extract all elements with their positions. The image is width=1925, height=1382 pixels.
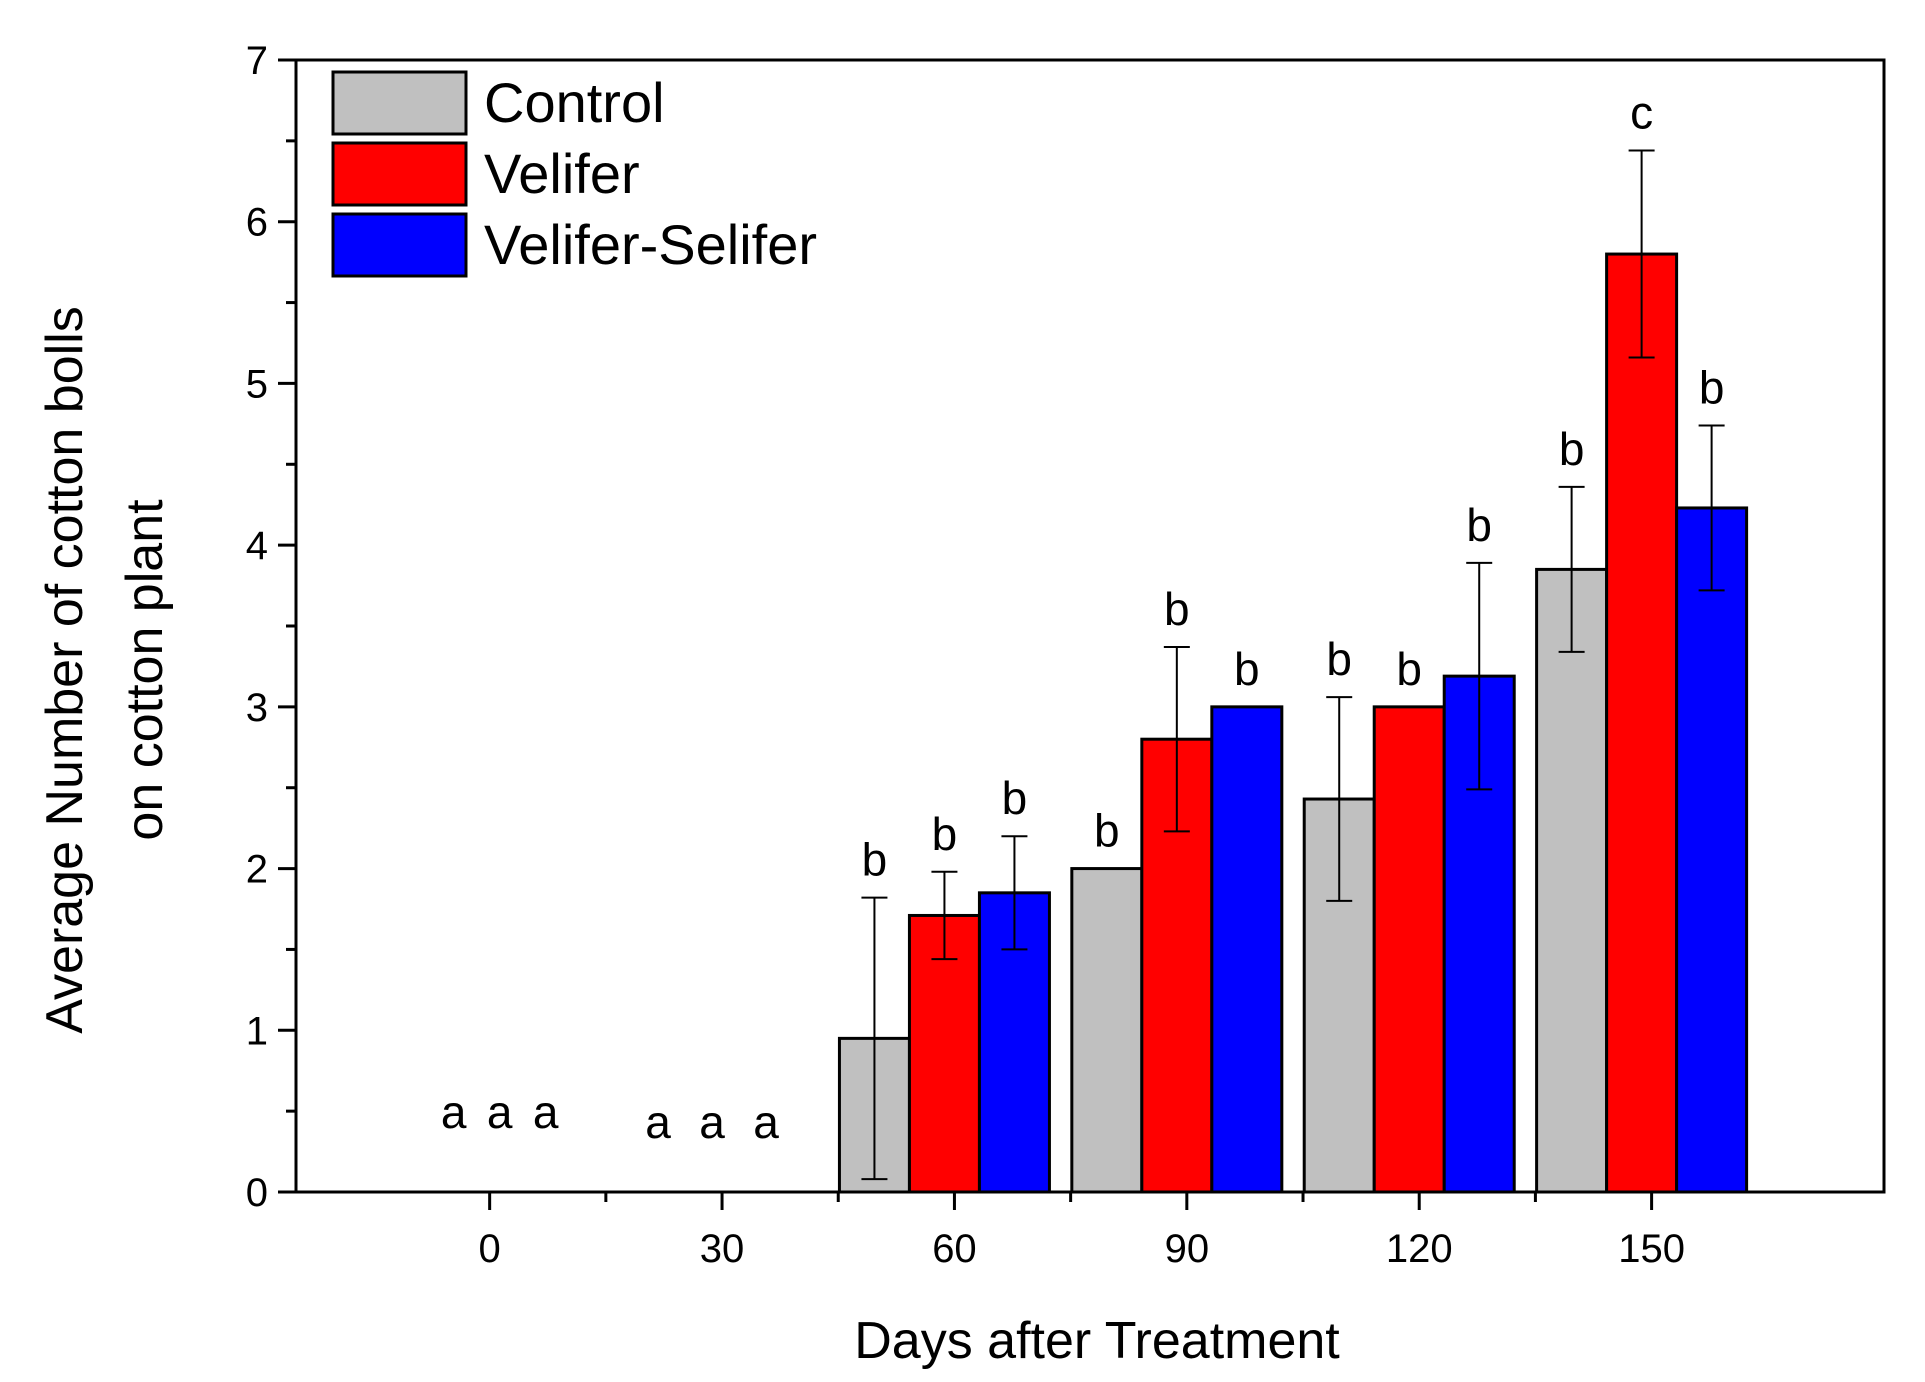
- y-tick-label: 5: [246, 362, 268, 406]
- significance-letter: b: [1002, 772, 1028, 824]
- legend-label: Velifer-Selifer: [484, 213, 817, 276]
- y-axis-title-line-1: Average Number of cotton bolls: [36, 306, 94, 1033]
- significance-letter: a: [753, 1096, 779, 1148]
- legend: Control Velifer Velifer-Selifer: [331, 70, 817, 278]
- y-tick-label: 7: [246, 39, 268, 83]
- legend-label: Velifer: [484, 142, 640, 205]
- legend-swatch: [331, 212, 468, 278]
- bar: [977, 891, 1051, 1194]
- bar: [1535, 567, 1609, 1194]
- significance-letter: b: [1326, 633, 1352, 685]
- significance-letter: b: [1094, 805, 1120, 857]
- legend-swatch: [331, 141, 468, 207]
- x-tick-label: 60: [932, 1227, 977, 1271]
- bar: [1675, 506, 1749, 1194]
- bar: [1372, 705, 1446, 1194]
- significance-letter: b: [1559, 423, 1585, 475]
- y-axis-title-line-2: on cotton plant: [116, 499, 174, 841]
- significance-letter: b: [862, 834, 888, 886]
- error-bars: [861, 149, 1725, 1181]
- y-axis: 0 1 2 3 4 5 6 7: [246, 39, 296, 1215]
- significance-letter: b: [1466, 499, 1492, 551]
- significance-letter: b: [1396, 643, 1422, 695]
- x-axis: 0 30 60 90 120 150: [479, 1192, 1685, 1271]
- significance-letter: b: [1164, 583, 1190, 635]
- legend-label: Control: [484, 71, 665, 134]
- x-tick-label: 90: [1165, 1227, 1210, 1271]
- bar: [1210, 705, 1284, 1194]
- y-tick-label: 3: [246, 686, 268, 730]
- y-tick-label: 6: [246, 201, 268, 245]
- significance-letter: c: [1630, 87, 1653, 139]
- x-tick-label: 120: [1386, 1227, 1453, 1271]
- x-axis-title: Days after Treatment: [854, 1312, 1340, 1370]
- significance-letter: b: [1234, 643, 1260, 695]
- y-tick-label: 0: [246, 1171, 268, 1215]
- significance-letter: b: [932, 808, 958, 860]
- significance-letter: b: [1699, 361, 1725, 413]
- bars: [837, 252, 1749, 1194]
- significance-letter: a: [645, 1096, 671, 1148]
- x-tick-label: 30: [700, 1227, 745, 1271]
- significance-letter: a: [699, 1096, 725, 1148]
- significance-letter: a: [441, 1086, 467, 1138]
- legend-swatch: [331, 70, 468, 136]
- y-tick-label: 1: [246, 1009, 268, 1053]
- bar: [1605, 252, 1679, 1194]
- y-tick-label: 2: [246, 848, 268, 892]
- x-tick-label: 0: [479, 1227, 501, 1271]
- y-tick-label: 4: [246, 524, 268, 568]
- bar: [1070, 867, 1144, 1194]
- significance-letter: a: [533, 1086, 559, 1138]
- x-tick-label: 150: [1618, 1227, 1685, 1271]
- significance-letter: a: [487, 1086, 513, 1138]
